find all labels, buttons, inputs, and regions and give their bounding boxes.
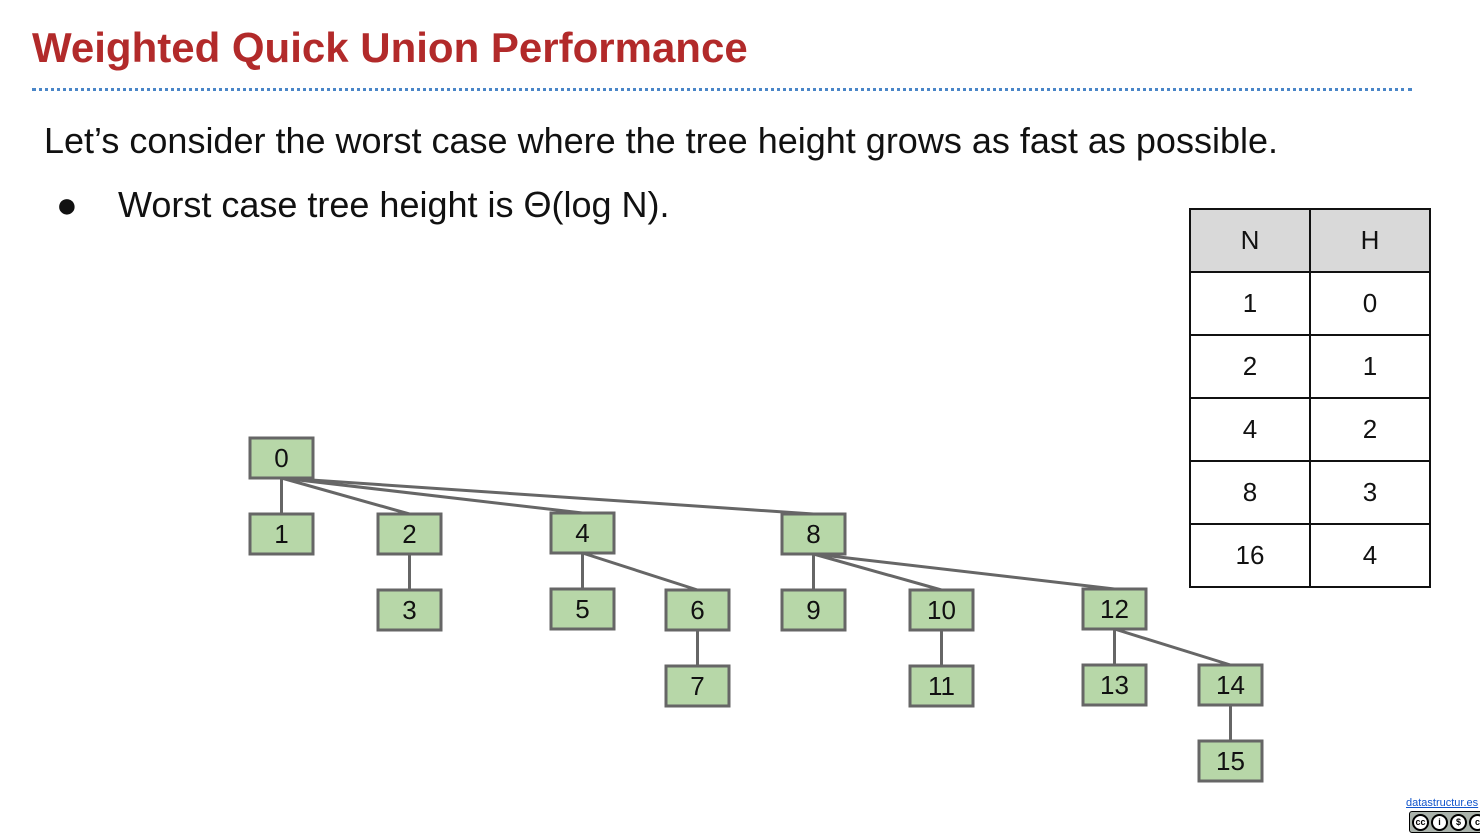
tree-node-box [664,664,731,708]
cell-n: 16 [1189,523,1311,588]
tree-node-box [376,512,443,556]
sa-icon: c [1469,813,1480,831]
tree-node-7: 7 [664,664,731,708]
tree-node-2: 2 [376,512,443,556]
tree-edges [280,476,1232,741]
tree-edge-0-8 [281,476,814,516]
tree-edge-0-4 [281,476,583,515]
tree-node-11: 11 [908,664,975,708]
bullet-text: Worst case tree height is Θ(log N). [118,184,670,225]
tree-node-label: 14 [1216,670,1245,700]
tree-node-label: 6 [690,595,704,625]
tree-node-box [1081,587,1148,631]
tree-node-label: 11 [928,671,955,701]
by-icon: i [1431,813,1448,831]
tree-node-box [780,588,847,632]
n-h-table: N H 1 0 2 1 4 2 8 3 16 4 [1189,208,1431,588]
tree-edge-0-2 [281,476,410,516]
tree-node-10: 10 [908,588,975,632]
tree-node-label: 13 [1100,670,1129,700]
bullet-marker: ● [56,184,78,225]
tree-node-box [1081,663,1148,707]
slide-title: Weighted Quick Union Performance [32,24,748,71]
bullet-item: ● Worst case tree height is Θ(log N). [56,184,670,226]
tree-node-label: 8 [806,519,820,549]
tree-edge-12-14 [1114,627,1231,667]
tree-node-label: 3 [402,595,416,625]
tree-node-label: 1 [274,519,288,549]
tree-node-label: 7 [690,671,704,701]
nc-icon: $ [1450,813,1467,831]
tree-node-box [908,588,975,632]
tree-node-box [549,511,616,555]
table-body: 1 0 2 1 4 2 8 3 16 4 [1189,271,1431,588]
tree-node-0: 0 [248,436,315,480]
tree-node-box [664,588,731,632]
cell-h: 1 [1309,334,1431,399]
tree-node-box [1197,739,1264,783]
tree-node-4: 4 [549,511,616,555]
tree-edge-8-10 [813,552,942,592]
cell-h: 4 [1309,523,1431,588]
tree-node-label: 2 [402,519,416,549]
cell-h: 2 [1309,397,1431,462]
tree-node-box [780,512,847,556]
tree-node-9: 9 [780,588,847,632]
cell-n: 4 [1189,397,1311,462]
tree-node-3: 3 [376,588,443,632]
tree-node-box [248,436,315,480]
tree-node-label: 5 [575,594,589,624]
datastructures-link[interactable]: datastructur.es [1406,797,1479,809]
intro-text: Let’s consider the worst case where the … [44,120,1278,161]
table-header-row: N H [1189,208,1431,273]
tree-node-1: 1 [248,512,315,556]
column-header-h: H [1309,208,1431,273]
tree-node-12: 12 [1081,587,1148,631]
tree-node-label: 4 [575,518,589,548]
cell-n: 2 [1189,334,1311,399]
cell-n: 8 [1189,460,1311,525]
tree-node-label: 15 [1216,746,1245,776]
tree-node-box [549,587,616,631]
tree-node-5: 5 [549,587,616,631]
tree-node-15: 15 [1197,739,1264,783]
cell-h: 0 [1309,271,1431,336]
cell-h: 3 [1309,460,1431,525]
tree-node-box [248,512,315,556]
tree-node-box [1197,663,1264,707]
cc-icon: cc [1412,813,1429,831]
tree-edge-4-6 [582,551,698,592]
tree-node-box [908,664,975,708]
tree-node-label: 12 [1100,594,1129,624]
tree-node-14: 14 [1197,663,1264,707]
tree-node-box [376,588,443,632]
column-header-n: N [1189,208,1311,273]
tree-node-label: 10 [927,595,956,625]
cell-n: 1 [1189,271,1311,336]
cc-by-nc-sa-icon: cc i $ c [1409,811,1480,833]
tree-node-6: 6 [664,588,731,632]
title-divider [32,88,1412,91]
tree-node-8: 8 [780,512,847,556]
tree-edge-8-12 [813,552,1115,591]
tree-node-label: 0 [274,443,288,473]
tree-node-label: 9 [806,595,820,625]
table-row: 16 4 [1189,523,1431,588]
tree-node-13: 13 [1081,663,1148,707]
